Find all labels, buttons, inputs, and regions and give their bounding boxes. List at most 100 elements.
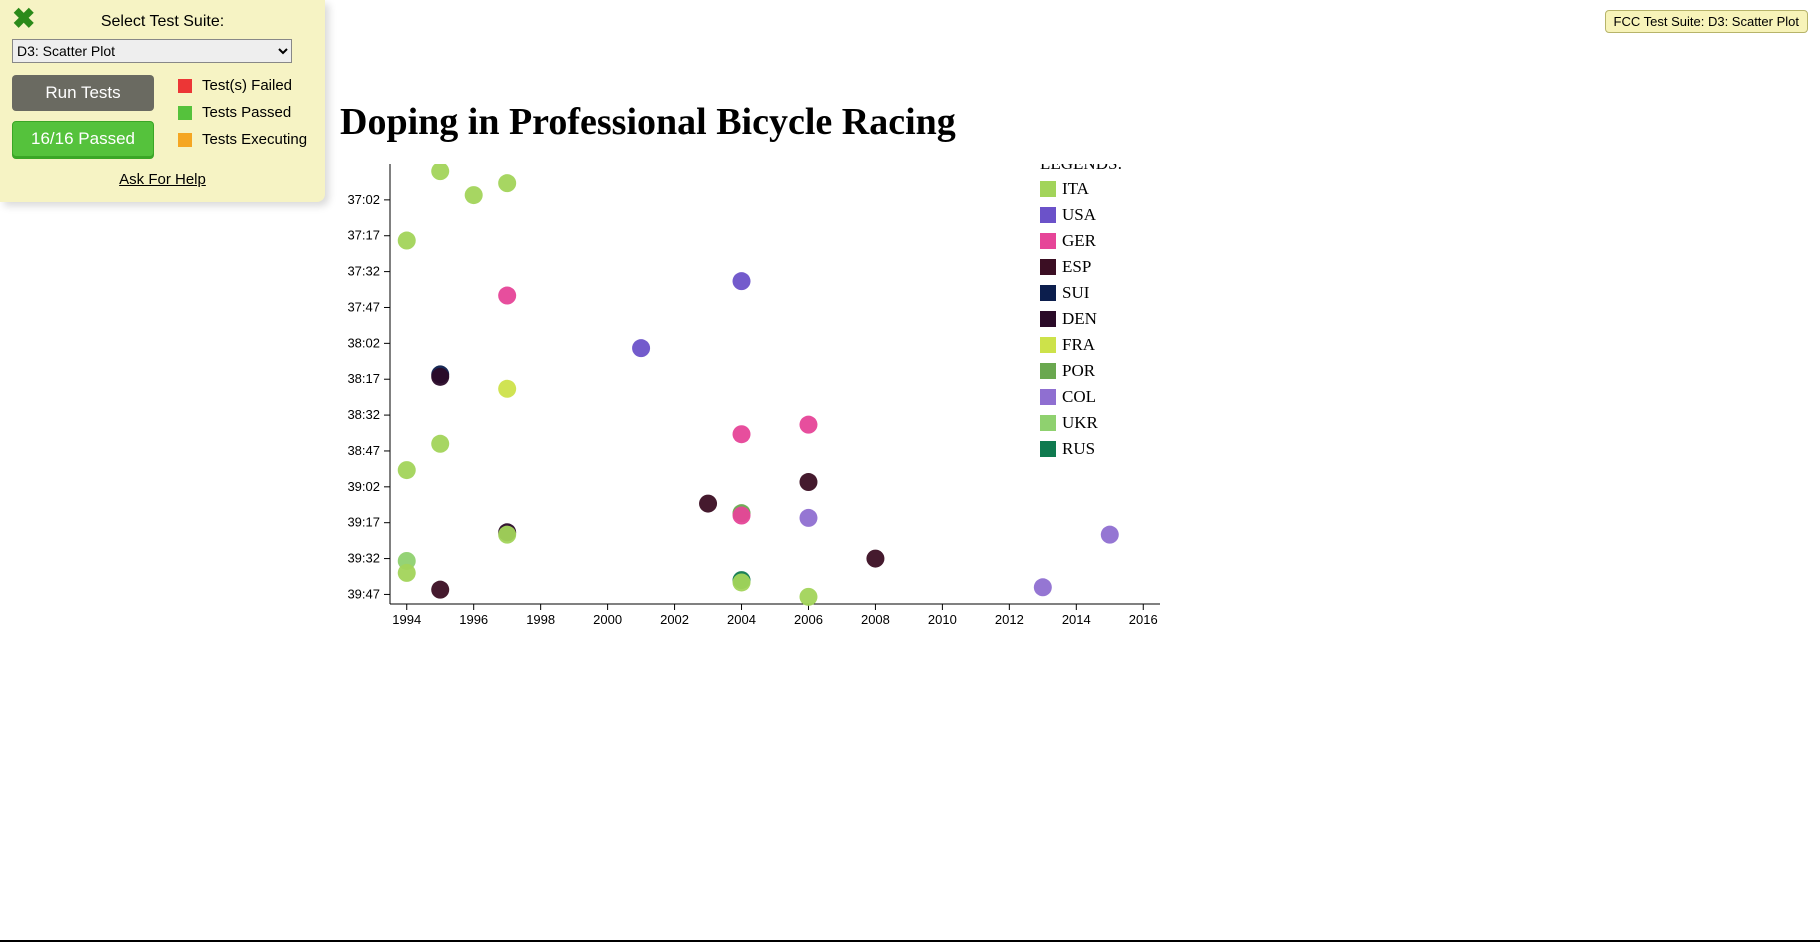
legend-label: COL: [1062, 387, 1096, 406]
y-tick-label: 37:17: [347, 228, 380, 243]
data-point[interactable]: [733, 507, 751, 525]
x-tick-label: 2002: [660, 612, 689, 627]
legend-swatch-icon: [1040, 311, 1056, 327]
legend-failed: Test(s) Failed: [178, 77, 307, 94]
panel-title: Select Test Suite:: [12, 13, 313, 31]
y-tick-label: 38:32: [347, 407, 380, 422]
x-tick-label: 1996: [459, 612, 488, 627]
legend-label: GER: [1062, 231, 1097, 250]
chart-legend: LEGENDS: ITA USA GER ESP SUI DEN FRA POR COL UKR RU…: [1040, 164, 1122, 458]
x-tick-label: 2012: [995, 612, 1024, 627]
scatter-plot: 37:02 37:17 37:32 37:47 38:02 38:17 38:32 38:47…: [340, 164, 1520, 644]
square-icon: [178, 79, 192, 93]
legend-label: FRA: [1062, 335, 1096, 354]
data-point[interactable]: [733, 272, 751, 290]
data-point[interactable]: [398, 461, 416, 479]
fcc-status-legend: Test(s) Failed Tests Passed Tests Execut…: [178, 75, 307, 157]
y-tick-label: 39:02: [347, 479, 380, 494]
test-suite-select[interactable]: D3: Scatter Plot: [12, 39, 292, 63]
data-point[interactable]: [733, 425, 751, 443]
y-tick-label: 38:02: [347, 335, 380, 350]
legend-item: ESP: [1040, 257, 1091, 276]
x-tick-label: 2000: [593, 612, 622, 627]
data-point[interactable]: [431, 164, 449, 180]
legend-item: DEN: [1040, 309, 1097, 328]
legend-label: SUI: [1062, 283, 1090, 302]
legend-swatch-icon: [1040, 337, 1056, 353]
data-point[interactable]: [799, 509, 817, 527]
run-tests-button[interactable]: Run Tests: [12, 75, 154, 111]
legend-passed: Tests Passed: [178, 104, 307, 121]
data-point[interactable]: [431, 581, 449, 599]
y-tick-label: 38:47: [347, 443, 380, 458]
legend-label: ESP: [1062, 257, 1091, 276]
legend-label: POR: [1062, 361, 1096, 380]
data-point[interactable]: [1034, 578, 1052, 596]
legend-label: Tests Passed: [202, 104, 291, 121]
ask-for-help-link[interactable]: Ask For Help: [119, 171, 206, 188]
legend-item: GER: [1040, 231, 1097, 250]
legend-swatch-icon: [1040, 415, 1056, 431]
square-icon: [178, 106, 192, 120]
data-point[interactable]: [398, 232, 416, 250]
data-point[interactable]: [699, 495, 717, 513]
fcc-test-panel: ✖ Select Test Suite: D3: Scatter Plot Ru…: [0, 0, 325, 202]
x-tick-label: 2008: [861, 612, 890, 627]
data-point[interactable]: [733, 573, 751, 591]
y-tick-label: 37:47: [347, 299, 380, 314]
y-tick-label: 39:17: [347, 515, 380, 530]
legend-title: LEGENDS:: [1040, 164, 1122, 173]
legend-item: SUI: [1040, 283, 1090, 302]
close-icon[interactable]: ✖: [12, 8, 35, 30]
y-tick-label: 39:47: [347, 586, 380, 601]
legend-label: RUS: [1062, 439, 1095, 458]
data-point[interactable]: [799, 588, 817, 606]
x-tick-label: 1998: [526, 612, 555, 627]
y-tick-label: 39:32: [347, 551, 380, 566]
x-tick-label: 2014: [1062, 612, 1091, 627]
data-point[interactable]: [498, 380, 516, 398]
y-tick-label: 38:17: [347, 371, 380, 386]
legend-swatch-icon: [1040, 389, 1056, 405]
square-icon: [178, 133, 192, 147]
legend-item: COL: [1040, 387, 1096, 406]
data-point[interactable]: [498, 526, 516, 544]
legend-executing: Tests Executing: [178, 131, 307, 148]
legend-label: DEN: [1062, 309, 1097, 328]
legend-label: Tests Executing: [202, 131, 307, 148]
data-point[interactable]: [866, 550, 884, 568]
data-point[interactable]: [431, 435, 449, 453]
legend-swatch-icon: [1040, 233, 1056, 249]
x-tick-label: 2010: [928, 612, 957, 627]
data-point[interactable]: [1101, 526, 1119, 544]
legend-label: Test(s) Failed: [202, 77, 292, 94]
legend-item: FRA: [1040, 335, 1096, 354]
data-point[interactable]: [799, 473, 817, 491]
data-point[interactable]: [498, 287, 516, 305]
scatter-points: [398, 164, 1119, 606]
data-point[interactable]: [431, 368, 449, 386]
legend-item: POR: [1040, 361, 1096, 380]
ask-for-help: Ask For Help: [12, 171, 313, 188]
x-tick-label: 2004: [727, 612, 756, 627]
legend-label: UKR: [1062, 413, 1099, 432]
y-tick-label: 37:32: [347, 264, 380, 279]
data-point[interactable]: [498, 174, 516, 192]
x-tick-label: 2006: [794, 612, 823, 627]
data-point[interactable]: [799, 416, 817, 434]
legend-swatch-icon: [1040, 259, 1056, 275]
chart-container: Doping in Professional Bicycle Racing 37…: [340, 100, 1520, 644]
data-point[interactable]: [632, 339, 650, 357]
legend-swatch-icon: [1040, 441, 1056, 457]
y-tick-label: 37:02: [347, 192, 380, 207]
legend-swatch-icon: [1040, 207, 1056, 223]
legend-label: ITA: [1062, 179, 1090, 198]
tests-passed-button[interactable]: 16/16 Passed: [12, 121, 154, 157]
fcc-badge: FCC Test Suite: D3: Scatter Plot: [1605, 10, 1808, 33]
legend-item: USA: [1040, 205, 1097, 224]
data-point[interactable]: [398, 564, 416, 582]
legend-item: RUS: [1040, 439, 1095, 458]
legend-swatch-icon: [1040, 363, 1056, 379]
data-point[interactable]: [465, 186, 483, 204]
chart-title: Doping in Professional Bicycle Racing: [340, 100, 1520, 144]
